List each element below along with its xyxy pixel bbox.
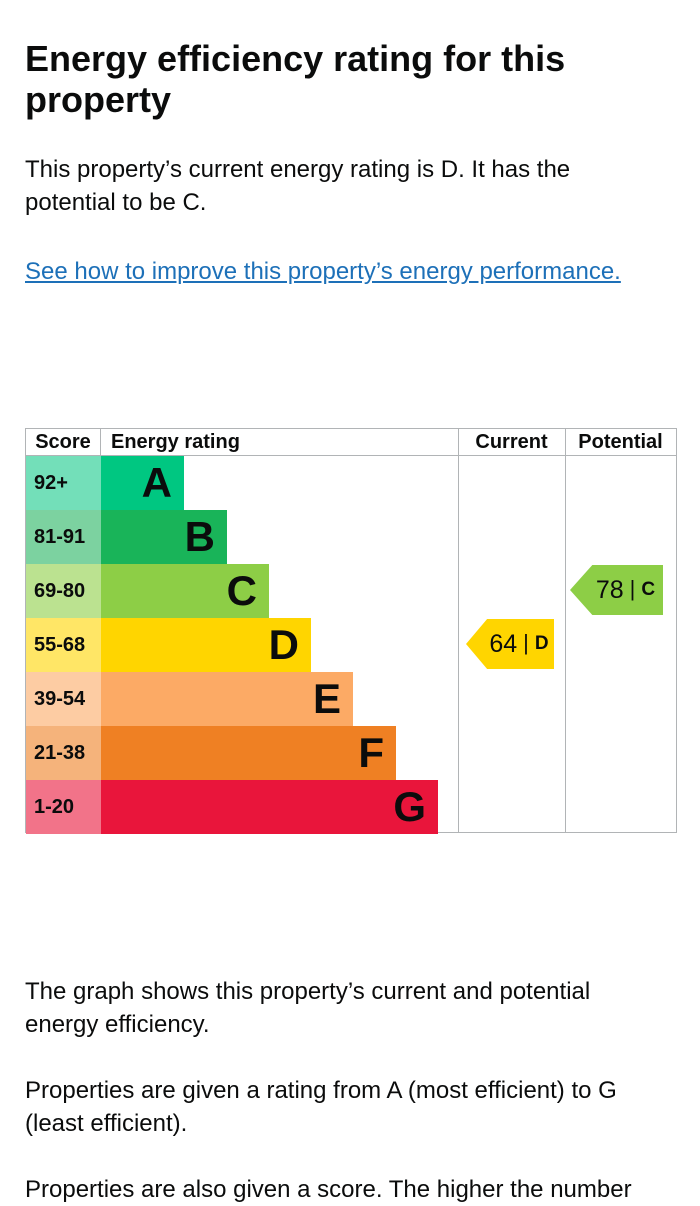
score-range-b: 81-91 — [26, 510, 101, 564]
improve-performance-link[interactable]: See how to improve this property’s energ… — [25, 258, 621, 285]
chart-header-score: Score — [26, 428, 101, 456]
graph-description-line-2: energy efficiency. — [25, 1011, 210, 1038]
chart-header-current: Current — [475, 430, 548, 453]
rating-band-d: D — [101, 618, 311, 672]
energy-rating-chart: Score Energy rating Current Potential 92… — [25, 428, 677, 834]
current-rating-value: 64 — [489, 629, 518, 658]
intro-line-2: potential to be C. — [25, 189, 207, 216]
page-title-line-1: Energy efficiency rating for this — [25, 38, 566, 79]
band-letter-a: A — [141, 459, 172, 506]
current-rating-letter: D — [534, 633, 549, 654]
table-row-band-c: 69-80 C — [26, 564, 676, 618]
potential-rating-marker: 78 | C — [570, 565, 663, 615]
intro-line-1: This property’s current energy rating is… — [25, 156, 571, 183]
potential-column-divider — [565, 429, 566, 832]
page-title-line-2: property — [25, 79, 172, 120]
band-letter-g: G — [393, 783, 426, 830]
band-letter-d: D — [268, 621, 299, 668]
rating-band-e: E — [101, 672, 353, 726]
rating-band-a: A — [101, 456, 184, 510]
rating-band-b: B — [101, 510, 227, 564]
chart-header-energy-rating: Energy rating — [111, 430, 240, 453]
potential-rating-separator: | — [629, 576, 636, 601]
band-letter-f: F — [358, 729, 384, 776]
score-range-a: 92+ — [26, 456, 101, 510]
band-letter-e: E — [312, 675, 341, 722]
score-range-g: 1-20 — [26, 780, 101, 834]
score-range-e: 39-54 — [26, 672, 101, 726]
table-row-band-f: 21-38 F — [26, 726, 676, 780]
graph-description-text: The graph shows this property’s current … — [25, 975, 680, 1041]
rating-explanation-line-2: (least efficient). — [25, 1110, 188, 1137]
score-explanation-text: Properties are also given a score. The h… — [25, 1173, 680, 1206]
table-row-band-d: 55-68 D — [26, 618, 676, 672]
rating-band-f: F — [101, 726, 396, 780]
table-row-band-e: 39-54 E — [26, 672, 676, 726]
page-title: Energy efficiency rating for this propert… — [25, 38, 665, 120]
rating-band-c: C — [101, 564, 269, 618]
graph-description-line-1: The graph shows this property’s current … — [25, 978, 591, 1005]
score-explanation-line-1: Properties are also given a score. The h… — [25, 1176, 632, 1203]
rating-explanation-line-1: Properties are given a rating from A (mo… — [25, 1077, 617, 1104]
band-letter-b: B — [184, 513, 215, 560]
table-row-band-b: 81-91 B — [26, 510, 676, 564]
band-letter-c: C — [226, 567, 257, 614]
current-rating-separator: | — [523, 630, 529, 655]
score-range-c: 69-80 — [26, 564, 101, 618]
table-row-band-a: 92+ A — [26, 456, 676, 510]
chart-header-potential: Potential — [578, 430, 663, 453]
rating-explanation-text: Properties are given a rating from A (mo… — [25, 1074, 680, 1140]
score-range-d: 55-68 — [26, 618, 101, 672]
intro-text: This property’s current energy rating is… — [25, 153, 680, 219]
chart-header-row: Score Energy rating Current Potential — [26, 428, 676, 456]
potential-rating-letter: C — [641, 579, 656, 600]
current-column-divider — [458, 429, 459, 832]
table-row-band-g: 1-20 G — [26, 780, 676, 834]
current-rating-marker: 64 | D — [466, 619, 554, 669]
score-range-f: 21-38 — [26, 726, 101, 780]
rating-band-g: G — [101, 780, 438, 834]
potential-rating-value: 78 — [595, 575, 624, 604]
